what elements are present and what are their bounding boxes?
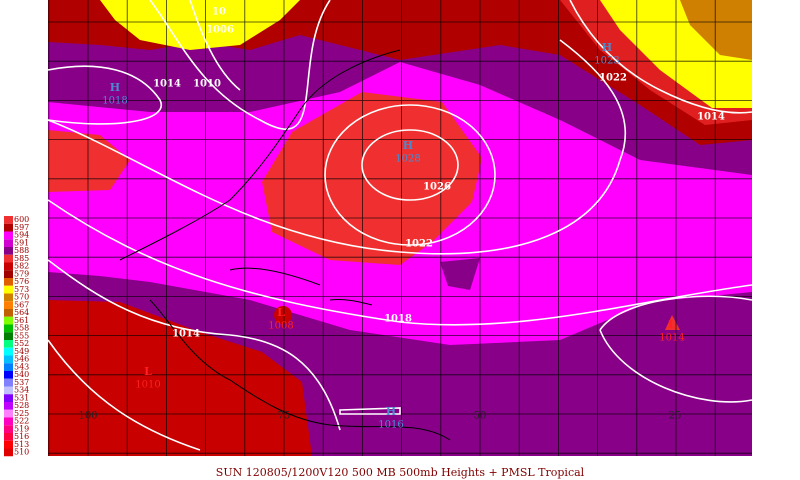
scale-swatch [4,223,13,232]
scale-label: 555 [14,331,29,340]
footer: SUN 120805/1200V120 500 MB 500mb Heights… [216,466,585,479]
scale-label: 558 [14,324,29,333]
scale-swatch [4,417,13,426]
scale-swatch [4,425,13,433]
longitude-label: 75 [278,411,291,422]
pressure-symbol: H [386,405,396,418]
scale-swatch [4,440,13,449]
isobar-label: 1006 [206,25,234,36]
scale-swatch [4,309,13,317]
scale-swatch [4,347,13,356]
scale-swatch [4,285,13,294]
scale-swatch [4,278,13,286]
scale-label: 564 [14,308,29,317]
pressure-value: 1014 [659,333,684,344]
scale-label: 537 [14,378,29,387]
scale-label: 561 [14,316,29,325]
pressure-value: 1028 [395,154,420,165]
scale-swatch [4,231,13,240]
scale-label: 519 [14,424,29,433]
scale-label: 549 [14,347,29,356]
scale-label: 597 [14,223,29,232]
scale-swatch [4,371,13,379]
scale-swatch [4,363,13,371]
scale-label: 531 [14,393,29,402]
scale-swatch [4,409,13,418]
scale-label: 522 [14,417,29,426]
pressure-value: 1016 [378,420,403,431]
isobar-label: 1014 [697,112,725,123]
scale-swatch [4,254,13,263]
scale-swatch [4,247,13,255]
scale-label: 516 [14,432,29,441]
scale-label: 582 [14,262,29,271]
scale-label: 534 [14,386,29,395]
scale-label: 588 [14,246,29,255]
scale-swatch [4,324,13,333]
pressure-symbol: H [403,139,413,152]
pressure-value: 1010 [135,380,160,391]
scale-swatch [4,394,13,402]
pressure-symbol: H [110,81,120,94]
longitude-label: 50 [474,411,487,422]
scale-label: 573 [14,285,29,294]
pressure-value: 1023 [594,56,619,67]
scale-label: 528 [14,401,29,410]
color-scale: 6005975945915885855825795765735705675645… [4,215,29,457]
scale-swatch [4,216,13,224]
scale-swatch [4,239,13,247]
scale-label: 543 [14,362,29,371]
pressure-value: 1008 [268,321,293,332]
scale-label: 591 [14,238,29,247]
scale-label: 525 [14,409,29,418]
pressure-symbol: L [144,365,152,378]
scale-swatch [4,378,13,387]
grid [48,0,752,456]
scale-label: 510 [14,448,29,457]
scale-label: 552 [14,339,29,348]
scale-swatch [4,402,13,410]
coastline [119,49,451,441]
scale-swatch [4,433,13,441]
scale-label: 546 [14,355,29,364]
scale-swatch [4,262,13,271]
scale-swatch [4,448,13,457]
scale-swatch [4,293,13,302]
map-labels: 100 75 50 25 H 1018 H 1028 H 1023 H 1016 L 1010 L 1008 L… [78,7,724,431]
scale-swatch [4,386,13,395]
scale-label: 576 [14,277,29,286]
longitude-label: 100 [78,411,97,422]
scale-swatch [4,316,13,325]
scale-label: 579 [14,269,29,278]
scale-swatch [4,340,13,348]
scale-label: 594 [14,231,29,240]
isobar-label: 1022 [599,73,627,84]
isobar-label: 1014 [153,79,181,90]
scale-swatch [4,301,13,309]
isobar-label: 10 [212,7,226,18]
pressure-symbol: H [602,41,612,54]
scale-label: 570 [14,293,29,302]
scale-label: 540 [14,370,29,379]
pressure-symbol: L [277,306,285,319]
isobar-label: 1010 [193,79,221,90]
scale-label: 567 [14,300,29,309]
map [47,0,753,456]
scale-label: 513 [14,440,29,449]
longitude-label: 25 [669,411,682,422]
isobar-label: 1026 [423,182,451,193]
scale-label: 585 [14,254,29,263]
scale-swatch [4,355,13,364]
scale-swatch [4,270,13,278]
pressure-symbol: L [668,318,676,331]
scale-label: 600 [14,215,29,224]
isobar-label: 1014 [172,329,200,340]
isobar-label: 1018 [384,314,412,325]
scale-swatch [4,332,13,340]
isobar-label: 1022 [405,239,433,250]
isobars [47,0,753,451]
pressure-value: 1018 [102,96,127,107]
